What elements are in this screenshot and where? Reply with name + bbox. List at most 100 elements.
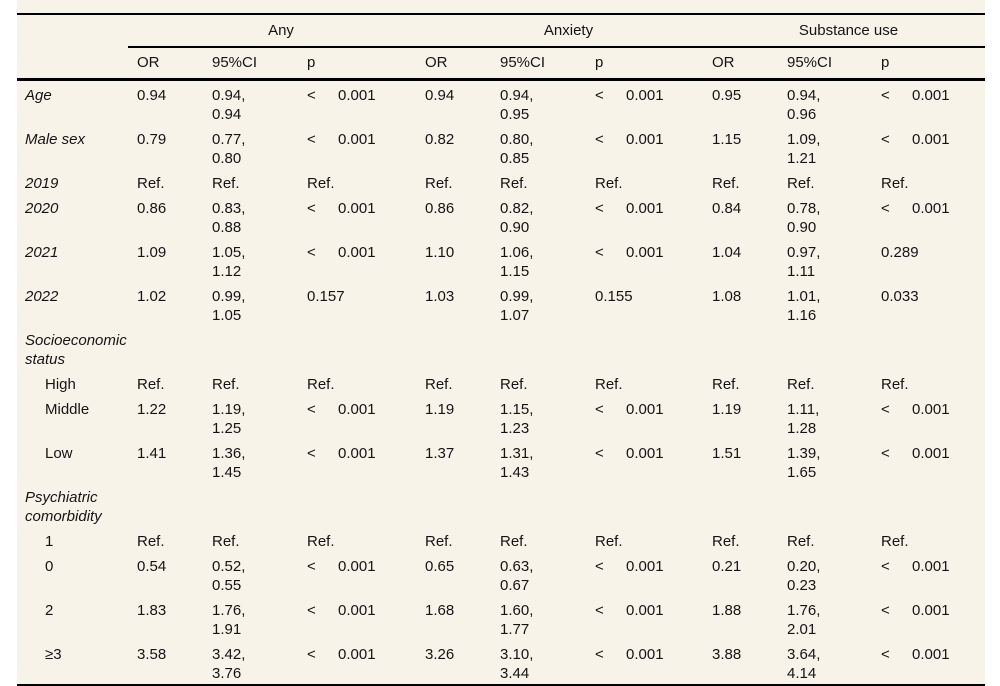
less-than-sign: < <box>307 558 316 575</box>
p-value-cell: <0.001 <box>595 244 664 261</box>
less-than-sign: < <box>307 87 316 104</box>
odds-ratio-cell: Ref. <box>425 175 453 192</box>
less-than-sign: < <box>881 200 890 217</box>
row-label: 2021 <box>25 244 59 261</box>
less-than-sign: < <box>307 131 316 148</box>
row-label: Age <box>25 87 52 104</box>
table-row: Male sex 0.79 0.77, 0.80 <0.001 0.82 0.80, 0.… <box>17 125 985 169</box>
table-row: ≥3 3.58 3.42, 3.76 <0.001 3.26 3.10, 3.44 <0.0… <box>17 640 985 684</box>
confidence-interval-cell: 3.64, 4.14 <box>787 646 821 682</box>
p-value-cell: <0.001 <box>595 646 664 663</box>
odds-ratio-cell: Ref. <box>425 376 453 393</box>
odds-ratio-cell: 1.15 <box>712 131 742 148</box>
confidence-interval-cell: 0.20, 0.23 <box>787 558 821 594</box>
odds-ratio-cell: 0.82 <box>425 131 455 148</box>
odds-ratio-cell: 0.84 <box>712 200 742 217</box>
confidence-interval-cell: 1.39, 1.65 <box>787 445 821 481</box>
p-value-cell: Ref. <box>595 175 623 192</box>
p-value-cell: <0.001 <box>307 558 376 575</box>
row-label: Socioeconomic status <box>25 332 127 368</box>
odds-ratio-cell: 0.54 <box>137 558 167 575</box>
p-value-cell: <0.001 <box>595 87 664 104</box>
column-header-ci: 95%CI <box>212 54 258 71</box>
p-value-cell: <0.001 <box>881 200 950 217</box>
less-than-sign: < <box>307 646 316 663</box>
less-than-sign: < <box>595 646 604 663</box>
confidence-interval-cell: 1.60, 1.77 <box>500 602 534 638</box>
odds-ratio-cell: 0.86 <box>137 200 167 217</box>
p-value-cell: Ref. <box>881 533 909 550</box>
less-than-sign: < <box>595 244 604 261</box>
row-label: Low <box>45 445 73 462</box>
less-than-sign: < <box>881 602 890 619</box>
column-header-or: OR <box>137 54 160 71</box>
odds-ratio-cell: 1.09 <box>137 244 167 261</box>
p-value-cell: <0.001 <box>307 602 376 619</box>
confidence-interval-cell: 1.06, 1.15 <box>500 244 534 280</box>
confidence-interval-cell: Ref. <box>500 533 528 550</box>
confidence-interval-cell: 1.11, 1.28 <box>787 401 820 437</box>
p-value-cell: <0.001 <box>595 131 664 148</box>
top-rule <box>17 13 985 15</box>
column-header-or: OR <box>712 54 735 71</box>
odds-ratio-cell: Ref. <box>137 533 165 550</box>
odds-ratio-cell: 0.86 <box>425 200 455 217</box>
confidence-interval-cell: 1.05, 1.12 <box>212 244 246 280</box>
less-than-sign: < <box>881 87 890 104</box>
table-row: 2019 Ref. Ref. Ref. Ref. Ref. Ref. Ref. Ref. Ref. <box>17 169 985 194</box>
confidence-interval-cell: 0.99, 1.07 <box>500 288 534 324</box>
p-value-cell: <0.001 <box>595 558 664 575</box>
column-header-p: p <box>595 54 604 71</box>
confidence-interval-cell: Ref. <box>500 376 528 393</box>
confidence-interval-cell: 1.76, 1.91 <box>212 602 246 638</box>
less-than-sign: < <box>595 131 604 148</box>
odds-ratio-cell: Ref. <box>712 533 740 550</box>
odds-ratio-cell: 1.37 <box>425 445 455 462</box>
confidence-interval-cell: 1.19, 1.25 <box>212 401 246 437</box>
confidence-interval-cell: 1.31, 1.43 <box>500 445 534 481</box>
odds-ratio-cell: 1.22 <box>137 401 167 418</box>
less-than-sign: < <box>881 646 890 663</box>
column-header-p: p <box>881 54 890 71</box>
confidence-interval-cell: Ref. <box>787 533 815 550</box>
confidence-interval-cell: 1.36, 1.45 <box>212 445 246 481</box>
odds-ratio-cell: 1.41 <box>137 445 167 462</box>
p-value-cell: <0.001 <box>881 131 950 148</box>
p-value-cell: Ref. <box>881 175 909 192</box>
odds-ratio-cell: 1.51 <box>712 445 742 462</box>
less-than-sign: < <box>595 401 604 418</box>
p-value-cell: <0.001 <box>881 445 950 462</box>
p-value-cell: Ref. <box>307 376 335 393</box>
confidence-interval-cell: 0.82, 0.90 <box>500 200 534 236</box>
odds-ratio-cell: 0.94 <box>137 87 167 104</box>
confidence-interval-cell: 1.01, 1.16 <box>787 288 821 324</box>
section-header-row: Psychiatric comorbidity <box>17 483 985 527</box>
p-value-cell: <0.001 <box>881 558 950 575</box>
p-value-cell: Ref. <box>595 376 623 393</box>
table-row: 2 1.83 1.76, 1.91 <0.001 1.68 1.60, 1.77 <0.00… <box>17 596 985 640</box>
less-than-sign: < <box>595 87 604 104</box>
odds-ratio-cell: 1.10 <box>425 244 455 261</box>
odds-ratio-cell: 0.95 <box>712 87 742 104</box>
group-header-row: Any Anxiety Substance use <box>17 15 985 46</box>
less-than-sign: < <box>307 401 316 418</box>
p-value-cell: <0.001 <box>307 87 376 104</box>
confidence-interval-cell: 1.15, 1.23 <box>500 401 534 437</box>
confidence-interval-cell: 3.10, 3.44 <box>500 646 534 682</box>
odds-ratio-cell: 0.94 <box>425 87 455 104</box>
column-header-or: OR <box>425 54 448 71</box>
regression-results-table: Any Anxiety Substance use OR 95%CI p OR 95%C… <box>17 0 985 686</box>
odds-ratio-cell: 3.88 <box>712 646 742 663</box>
odds-ratio-cell: 1.04 <box>712 244 742 261</box>
p-value-cell: 0.289 <box>881 244 919 261</box>
table-body: Age 0.94 0.94, 0.94 <0.001 0.94 0.94, 0.95 <0.… <box>17 81 985 684</box>
p-value-cell: <0.001 <box>595 602 664 619</box>
header-bottom-rule <box>17 78 985 81</box>
p-value-cell: <0.001 <box>595 445 664 462</box>
confidence-interval-cell: 0.78, 0.90 <box>787 200 821 236</box>
table-row: 0 0.54 0.52, 0.55 <0.001 0.65 0.63, 0.67 <0.00… <box>17 552 985 596</box>
p-value-cell: Ref. <box>307 175 335 192</box>
p-value-cell: 0.157 <box>307 288 345 305</box>
less-than-sign: < <box>595 200 604 217</box>
p-value-cell: <0.001 <box>881 87 950 104</box>
